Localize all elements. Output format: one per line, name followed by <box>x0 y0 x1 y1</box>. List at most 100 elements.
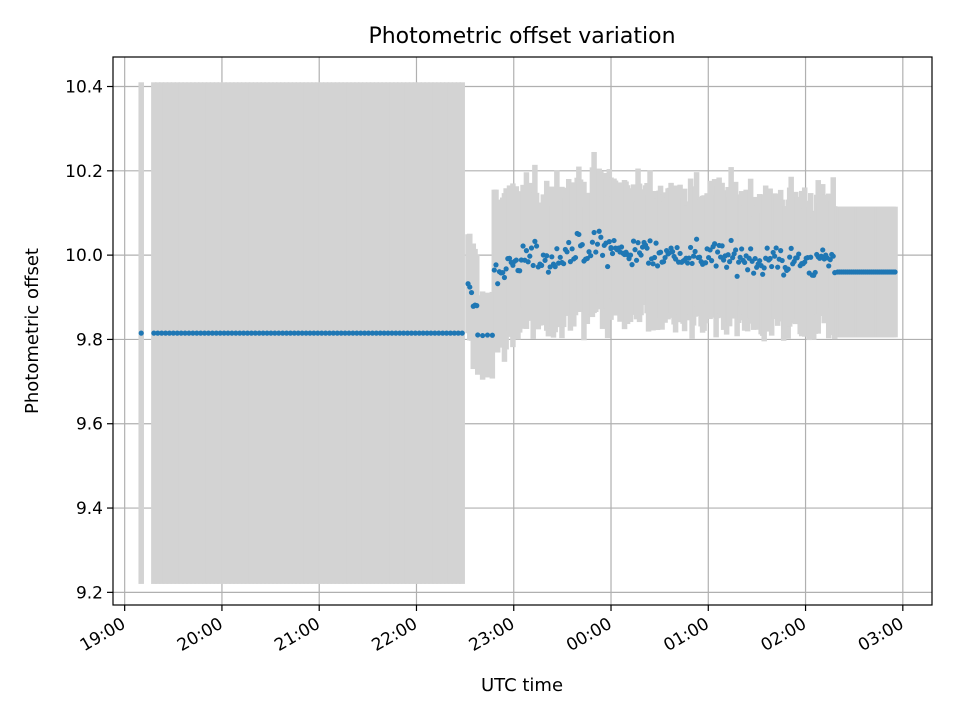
data-point <box>342 330 348 336</box>
data-point <box>773 245 779 251</box>
data-point <box>650 261 656 267</box>
data-point <box>703 260 709 266</box>
data-point <box>174 330 180 336</box>
data-point <box>539 262 545 268</box>
data-point <box>491 267 497 273</box>
data-point <box>166 330 173 336</box>
data-point <box>377 330 383 336</box>
data-point <box>598 234 604 240</box>
data-point <box>401 330 407 336</box>
data-point <box>416 330 422 336</box>
data-point <box>787 254 793 260</box>
data-point <box>162 330 169 336</box>
data-point <box>781 272 787 278</box>
data-point <box>778 248 784 254</box>
data-point <box>627 252 634 258</box>
data-point <box>295 330 301 336</box>
data-point <box>475 332 481 338</box>
data-point <box>635 240 641 246</box>
data-point <box>785 266 791 272</box>
data-point <box>632 247 638 253</box>
data-point <box>549 254 555 260</box>
data-point <box>186 330 192 336</box>
data-point <box>291 330 297 336</box>
data-point <box>653 240 659 246</box>
data-point <box>554 246 560 252</box>
data-point <box>693 236 700 242</box>
data-point <box>820 247 826 253</box>
data-point <box>689 260 695 267</box>
data-point <box>272 330 278 336</box>
data-point <box>751 270 757 276</box>
data-point <box>459 330 465 336</box>
data-point <box>151 330 157 336</box>
data-point <box>779 257 785 264</box>
data-point <box>760 271 766 277</box>
y-tick-label: 9.2 <box>76 583 103 603</box>
data-point <box>213 330 219 336</box>
data-point <box>707 247 713 253</box>
data-point <box>244 330 251 336</box>
x-tick-label: 01:00 <box>660 614 712 656</box>
x-tick-label: 19:00 <box>77 614 129 656</box>
x-tick-label: 03:00 <box>855 614 907 656</box>
data-point <box>690 253 697 259</box>
data-point <box>517 268 523 274</box>
data-point <box>501 274 508 281</box>
data-point <box>209 330 215 336</box>
data-point <box>198 330 204 336</box>
data-point <box>408 330 415 336</box>
data-point <box>561 261 567 267</box>
data-point <box>660 259 667 265</box>
data-point <box>775 264 781 270</box>
data-point <box>588 253 594 259</box>
data-point <box>346 330 352 336</box>
y-tick-label: 10.2 <box>65 162 103 182</box>
data-point <box>528 245 535 251</box>
data-points <box>138 228 898 339</box>
data-point <box>447 330 454 336</box>
data-point <box>248 330 255 336</box>
data-point <box>256 330 262 336</box>
data-point <box>315 330 321 336</box>
data-point <box>451 330 457 336</box>
data-point <box>252 330 258 336</box>
x-tick-label: 00:00 <box>563 614 615 656</box>
data-point <box>736 259 742 265</box>
data-point <box>721 257 727 263</box>
data-point <box>609 250 616 257</box>
data-point <box>530 262 536 269</box>
data-point <box>669 249 676 255</box>
data-point <box>647 238 653 244</box>
data-point <box>715 249 721 255</box>
data-point <box>566 239 572 246</box>
data-point <box>712 241 718 247</box>
data-point <box>527 253 533 259</box>
data-point <box>630 238 637 244</box>
data-point <box>734 273 740 279</box>
data-point <box>709 258 715 264</box>
data-point <box>506 255 513 261</box>
data-point <box>484 332 491 338</box>
data-point <box>205 330 212 336</box>
data-point <box>362 330 368 336</box>
data-point <box>589 239 596 245</box>
data-point <box>593 249 599 255</box>
data-point <box>138 330 144 336</box>
data-point <box>572 254 579 261</box>
data-point <box>474 303 480 309</box>
data-point <box>662 254 668 261</box>
data-point <box>608 244 614 251</box>
data-point <box>311 330 317 336</box>
data-point <box>194 330 200 336</box>
x-axis-label: UTC time <box>481 675 563 696</box>
y-tick-label: 9.6 <box>76 415 103 435</box>
data-point <box>638 252 644 258</box>
data-point <box>796 251 802 257</box>
x-ticks: 19:00 20:00 21:00 22:00 23:00 00:00 01:00 02:00… <box>77 605 907 656</box>
data-point <box>532 238 538 244</box>
x-tick-label: 20:00 <box>174 614 226 656</box>
data-point <box>719 243 725 249</box>
data-point <box>287 330 294 336</box>
data-point <box>468 289 475 296</box>
